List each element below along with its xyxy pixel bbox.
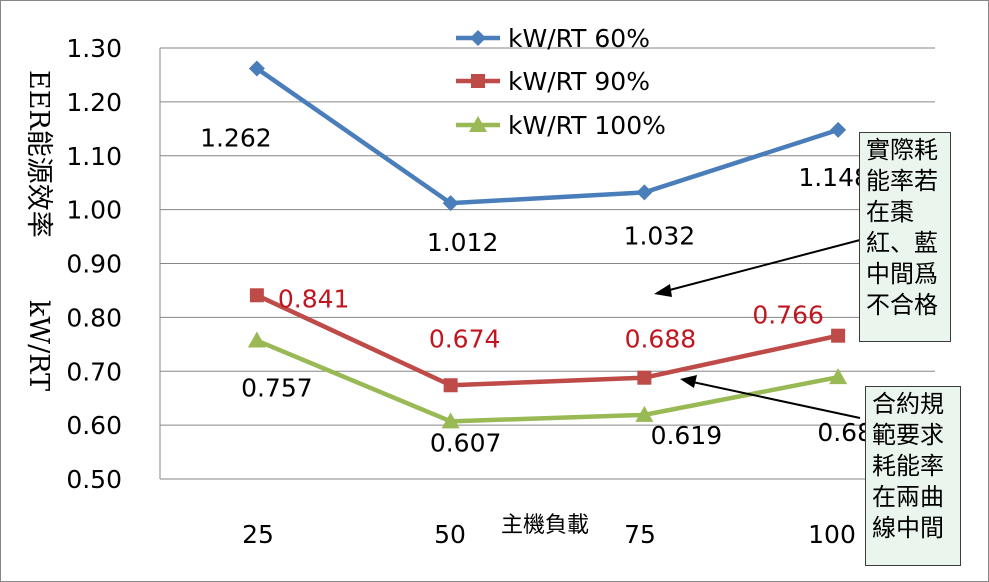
data-point-marker [443,378,458,393]
note-line: 不合格 [866,291,938,319]
series-line [255,66,839,206]
data-point-marker [249,288,264,303]
legend-label: kW/RT 90% [508,67,650,96]
data-label: 1.032 [624,221,696,250]
y-axis-title-top: EER能源效率 [23,70,54,238]
y-tick-label: 0.90 [66,250,122,279]
note-line: 耗能率 [872,452,944,480]
legend-marker [470,30,486,46]
y-tick-label: 0.60 [66,411,122,440]
legend-marker [469,116,487,132]
data-label: 0.841 [278,284,350,313]
y-tick-label: 0.70 [66,357,122,386]
x-tick-label: 75 [624,520,656,549]
data-label: 1.148 [798,163,870,192]
data-point-marker [637,370,652,385]
data-point-marker [442,195,459,212]
y-tick-label: 1.10 [66,142,122,171]
annotation-note-contract: 合約規範要求耗能率在兩曲線中間 [865,386,961,566]
arrowhead-1 [654,284,672,297]
note-line: 實際耗 [866,136,938,164]
data-point-marker [831,328,846,343]
data-point-marker [830,121,847,138]
annotation-arrows [654,239,861,419]
y-tick-label: 1.20 [66,88,122,117]
data-label: 0.688 [625,325,697,354]
note-line: 中間爲 [866,260,938,288]
legend: kW/RT 60% kW/RT 90% kW/RT 100% [456,24,666,140]
data-point-marker [247,331,266,348]
note-line: 合約規 [872,390,944,418]
data-point-marker [635,405,654,422]
arrow-line-1 [661,239,861,293]
y-axis-title-bottom: kW/RT [23,300,54,391]
data-label: 0.619 [651,421,723,450]
data-point-marker [248,60,265,77]
annotation-note-unqualified: 實際耗能率若在棗紅、藍中間爲不合格 [859,132,951,342]
note-line: 能率若 [866,167,938,195]
data-label: 0.674 [429,324,501,353]
x-tick-label: 100 [808,520,856,549]
data-label: 1.262 [200,123,272,152]
y-tick-label: 1.00 [66,196,122,225]
gridlines [159,47,935,480]
data-label: 1.012 [427,228,499,257]
data-point-marker [829,368,848,385]
arrow-line-2 [687,380,861,419]
x-tick-labels: 25 50 75 100 [242,520,856,549]
y-tick-labels: 0.50 0.60 0.70 0.80 0.90 1.00 1.10 1.20 1.30 [66,34,122,494]
y-tick-label: 1.30 [66,34,122,63]
data-point-marker [636,184,653,201]
legend-label: kW/RT 100% [508,111,666,140]
note-line: 線中間 [872,514,944,542]
arrowhead-2 [680,375,697,388]
series-line [256,338,839,424]
note-line: 在棗 [866,198,914,226]
note-line: 在兩曲 [872,483,944,511]
x-axis-title: 主機負載 [501,513,589,538]
data-label: 0.757 [241,374,313,403]
x-tick-label: 50 [434,520,466,549]
series-line [255,293,839,388]
y-tick-label: 0.50 [66,465,122,494]
y-tick-label: 0.80 [66,303,122,332]
data-point-marker [441,412,460,429]
x-tick-label: 25 [242,520,274,549]
series-lines: 1.262 1.012 1.032 1.148 0.841 0.674 0.688 0.766… [200,60,889,457]
note-line: 紅、藍 [866,229,938,257]
data-label: 0.607 [430,428,502,457]
legend-label: kW/RT 60% [508,24,650,53]
legend-marker [471,74,485,88]
note-line: 範要求 [872,421,944,449]
data-label: 0.766 [752,301,824,330]
